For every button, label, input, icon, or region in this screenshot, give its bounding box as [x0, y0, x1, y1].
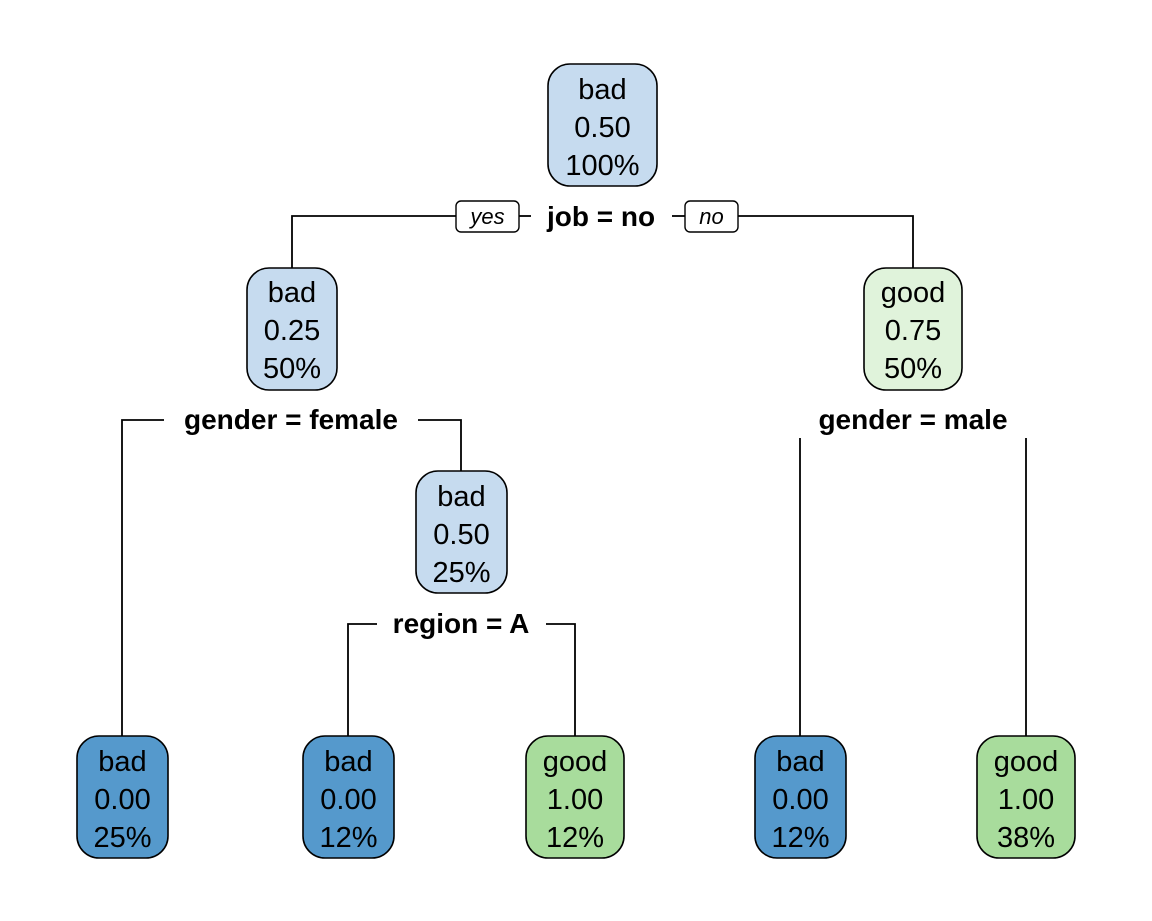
- split-label-n5: region = A: [393, 608, 530, 639]
- node-probability: 1.00: [998, 784, 1054, 816]
- split-label-n2: gender = female: [184, 404, 398, 435]
- node-box: [863, 267, 963, 391]
- node-box: [415, 470, 508, 594]
- edge-root-no: [738, 215, 914, 268]
- edge-n2-left: [121, 419, 164, 736]
- node-class-label: bad: [268, 277, 316, 309]
- node-probability: 1.00: [547, 784, 603, 816]
- node-class-label: bad: [98, 746, 146, 778]
- node-box: [76, 735, 169, 859]
- edge-root-yes: [291, 215, 456, 268]
- node-probability: 0.50: [574, 112, 630, 144]
- tree-node-n2: bad 0.25 50%: [246, 267, 338, 391]
- branch-label-no: no: [684, 200, 739, 233]
- node-box: [246, 267, 338, 391]
- node-percentage: 50%: [263, 353, 321, 385]
- node-probability: 0.00: [772, 784, 828, 816]
- node-percentage: 12%: [319, 822, 377, 854]
- node-percentage: 12%: [771, 822, 829, 854]
- tree-node-n3: good 0.75 50%: [863, 267, 963, 391]
- branch-label-yes: yes: [455, 200, 520, 233]
- node-percentage: 12%: [546, 822, 604, 854]
- tree-leaf-n11: good 1.00 12%: [525, 735, 625, 859]
- tree-edges: [121, 215, 1027, 736]
- node-class-label: good: [994, 746, 1059, 778]
- node-box: [525, 735, 625, 859]
- tree-leaf-n7: good 1.00 38%: [976, 735, 1076, 859]
- node-probability: 0.00: [320, 784, 376, 816]
- tree-node-root: bad 0.50 100%: [547, 63, 658, 187]
- node-class-label: good: [881, 277, 946, 309]
- node-box: [547, 63, 658, 187]
- node-class-label: bad: [437, 481, 485, 513]
- node-class-label: good: [543, 746, 608, 778]
- node-percentage: 38%: [997, 822, 1055, 854]
- branch-label-yes-text: yes: [468, 204, 504, 229]
- node-box: [976, 735, 1076, 859]
- node-probability: 0.75: [885, 315, 941, 347]
- node-percentage: 50%: [884, 353, 942, 385]
- node-probability: 0.00: [94, 784, 150, 816]
- tree-leaf-n10: bad 0.00 12%: [302, 735, 395, 859]
- split-label-n3: gender = male: [818, 404, 1007, 435]
- tree-leaf-n4: bad 0.00 25%: [76, 735, 169, 859]
- edge-n5-right: [546, 623, 576, 736]
- edge-n2-right: [418, 419, 462, 471]
- split-label-root: job = no: [546, 201, 655, 232]
- tree-node-n5: bad 0.50 25%: [415, 470, 508, 594]
- node-percentage: 25%: [432, 557, 490, 589]
- node-box: [302, 735, 395, 859]
- node-class-label: bad: [776, 746, 824, 778]
- node-class-label: bad: [324, 746, 372, 778]
- branch-label-no-text: no: [699, 204, 723, 229]
- node-percentage: 25%: [93, 822, 151, 854]
- node-percentage: 100%: [565, 150, 639, 182]
- node-probability: 0.25: [264, 315, 320, 347]
- edge-n5-left: [347, 623, 377, 736]
- tree-leaf-n6: bad 0.00 12%: [754, 735, 847, 859]
- node-probability: 0.50: [433, 519, 489, 551]
- node-class-label: bad: [578, 74, 626, 106]
- node-box: [754, 735, 847, 859]
